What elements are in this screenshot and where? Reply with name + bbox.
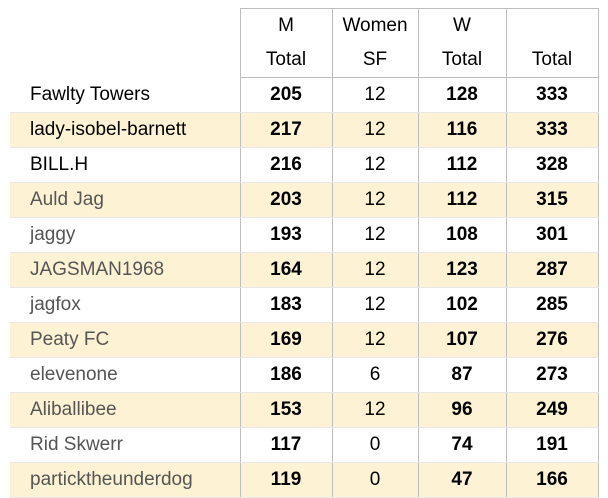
total-cell: 249 xyxy=(506,392,599,428)
player-name-cell: JAGSMAN1968 xyxy=(10,252,241,288)
table-row: elevenone 186 6 87 273 xyxy=(10,357,599,393)
player-name-cell: Auld Jag xyxy=(10,182,241,218)
total-cell: 276 xyxy=(506,322,599,358)
leaderboard-table: M Women W Total SF Total Total Fawlty To… xyxy=(10,8,599,498)
women-sf-cell: 12 xyxy=(332,217,419,253)
m-total-cell: 203 xyxy=(240,182,333,218)
table-row: Rid Skwerr 117 0 74 191 xyxy=(10,427,599,463)
total-cell: 273 xyxy=(506,357,599,393)
player-name-cell: Fawlty Towers xyxy=(10,77,241,113)
m-total-cell: 193 xyxy=(240,217,333,253)
total-cell: 285 xyxy=(506,287,599,323)
table-row: Peaty FC 169 12 107 276 xyxy=(10,322,599,358)
m-total-cell: 153 xyxy=(240,392,333,428)
m-total-cell: 117 xyxy=(240,427,333,463)
women-sf-cell: 12 xyxy=(332,77,419,113)
w-total-cell: 112 xyxy=(418,182,507,218)
table-row: Auld Jag 203 12 112 315 xyxy=(10,182,599,218)
w-total-cell: 96 xyxy=(418,392,507,428)
header-blank-cell xyxy=(10,8,241,43)
total-cell: 328 xyxy=(506,147,599,183)
m-total-cell: 205 xyxy=(240,77,333,113)
m-total-cell: 186 xyxy=(240,357,333,393)
women-sf-cell: 12 xyxy=(332,287,419,323)
total-cell: 166 xyxy=(506,462,599,498)
total-cell: 287 xyxy=(506,252,599,288)
w-total-cell: 123 xyxy=(418,252,507,288)
header-row-top: M Women W xyxy=(10,8,599,43)
w-total-cell: 128 xyxy=(418,77,507,113)
player-name-cell: Rid Skwerr xyxy=(10,427,241,463)
women-sf-cell: 6 xyxy=(332,357,419,393)
w-total-cell: 87 xyxy=(418,357,507,393)
total-cell: 333 xyxy=(506,77,599,113)
w-total-cell: 47 xyxy=(418,462,507,498)
player-name-cell: Aliballibee xyxy=(10,392,241,428)
total-cell: 333 xyxy=(506,112,599,148)
table-row: particktheunderdog 119 0 47 166 xyxy=(10,462,599,498)
m-total-cell: 164 xyxy=(240,252,333,288)
header-w-line2: Total xyxy=(418,43,507,78)
m-total-cell: 169 xyxy=(240,322,333,358)
w-total-cell: 102 xyxy=(418,287,507,323)
w-total-cell: 74 xyxy=(418,427,507,463)
header-row-bottom: Total SF Total Total xyxy=(10,43,599,78)
player-name-cell: BILL.H xyxy=(10,147,241,183)
total-cell: 301 xyxy=(506,217,599,253)
m-total-cell: 119 xyxy=(240,462,333,498)
player-name-cell: lady-isobel-barnett xyxy=(10,112,241,148)
total-cell: 191 xyxy=(506,427,599,463)
w-total-cell: 107 xyxy=(418,322,507,358)
player-name-cell: jagfox xyxy=(10,287,241,323)
women-sf-cell: 12 xyxy=(332,147,419,183)
m-total-cell: 216 xyxy=(240,147,333,183)
header-total-line2: Total xyxy=(506,43,599,78)
leaderboard-table-container: M Women W Total SF Total Total Fawlty To… xyxy=(10,8,599,498)
header-sf-line1: Women xyxy=(332,8,419,43)
table-row: jagfox 183 12 102 285 xyxy=(10,287,599,323)
table-row: Aliballibee 153 12 96 249 xyxy=(10,392,599,428)
w-total-cell: 112 xyxy=(418,147,507,183)
women-sf-cell: 12 xyxy=(332,252,419,288)
women-sf-cell: 12 xyxy=(332,182,419,218)
m-total-cell: 217 xyxy=(240,112,333,148)
player-name-cell: elevenone xyxy=(10,357,241,393)
total-cell: 315 xyxy=(506,182,599,218)
women-sf-cell: 12 xyxy=(332,112,419,148)
m-total-cell: 183 xyxy=(240,287,333,323)
player-name-cell: jaggy xyxy=(10,217,241,253)
header-blank-cell xyxy=(10,43,241,78)
women-sf-cell: 12 xyxy=(332,392,419,428)
table-row: JAGSMAN1968 164 12 123 287 xyxy=(10,252,599,288)
w-total-cell: 108 xyxy=(418,217,507,253)
women-sf-cell: 0 xyxy=(332,462,419,498)
header-m-line1: M xyxy=(240,8,333,43)
player-name-cell: Peaty FC xyxy=(10,322,241,358)
player-name-cell: particktheunderdog xyxy=(10,462,241,498)
table-row: Fawlty Towers 205 12 128 333 xyxy=(10,77,599,113)
header-m-line2: Total xyxy=(240,43,333,78)
header-total-line1 xyxy=(506,8,599,43)
header-sf-line2: SF xyxy=(332,43,419,78)
table-row: lady-isobel-barnett 217 12 116 333 xyxy=(10,112,599,148)
women-sf-cell: 0 xyxy=(332,427,419,463)
table-row: jaggy 193 12 108 301 xyxy=(10,217,599,253)
women-sf-cell: 12 xyxy=(332,322,419,358)
table-body: Fawlty Towers 205 12 128 333 lady-isobel-barn… xyxy=(10,77,599,498)
w-total-cell: 116 xyxy=(418,112,507,148)
table-row: BILL.H 216 12 112 328 xyxy=(10,147,599,183)
header-w-line1: W xyxy=(418,8,507,43)
